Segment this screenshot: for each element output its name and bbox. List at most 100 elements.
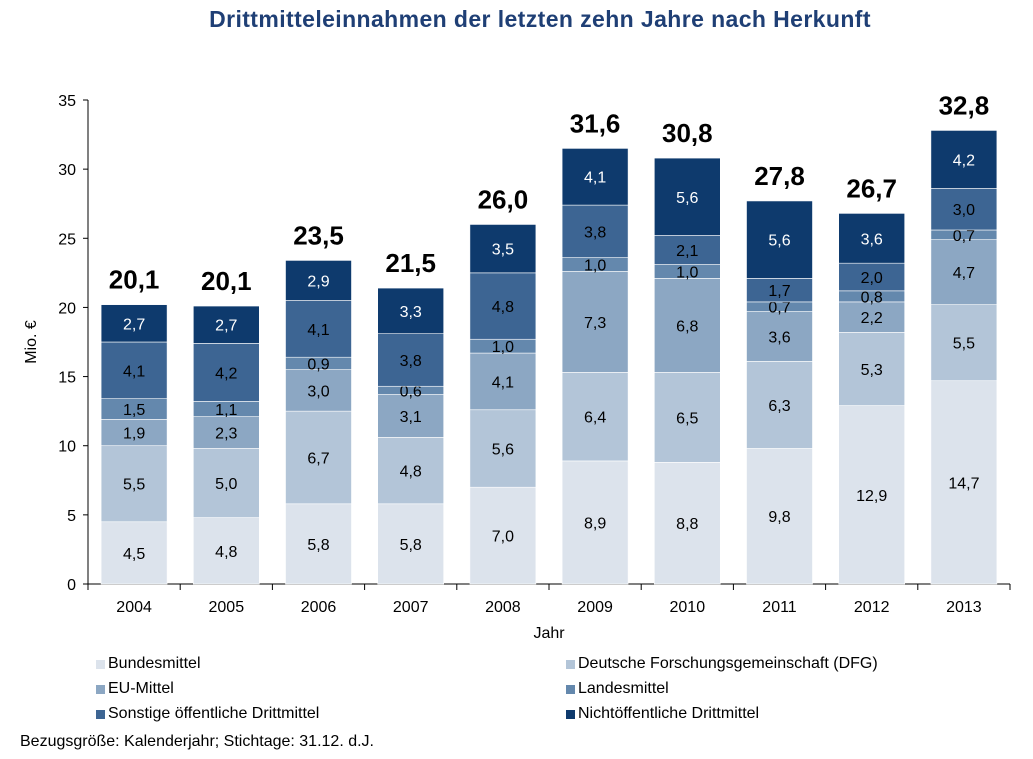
bar-segment [746,448,813,585]
y-tick-label: 15 [58,370,76,387]
bar-segment [561,204,629,258]
data-label: 6,4 [584,410,606,427]
data-label: 5,8 [400,537,422,554]
data-label: 2,7 [123,316,145,333]
legend-swatch [96,684,105,694]
data-label: 1,1 [215,402,237,419]
legend-swatch [96,709,105,719]
bar-segment [561,460,629,585]
data-label: 6,8 [676,318,698,335]
bar-segment [746,361,813,449]
data-label: 6,3 [768,398,790,415]
total-label: 20,1 [109,265,160,295]
y-tick-label: 5 [67,508,76,525]
bar-segment [377,333,445,387]
total-label: 32,8 [939,90,990,120]
bar-segment [653,157,721,236]
x-tick-label: 2010 [670,599,706,616]
x-tick-label: 2013 [946,599,982,616]
data-label: 1,5 [123,402,145,419]
total-label: 27,8 [754,161,805,191]
x-axis-label: Jahr [533,625,565,642]
bar-segment [377,394,445,438]
x-tick-label: 2005 [209,599,245,616]
data-label: 2,1 [676,243,698,260]
data-label: 4,8 [215,544,237,561]
data-label: 4,8 [400,464,422,481]
y-tick-label: 0 [67,577,76,594]
x-tick-label: 2004 [116,599,152,616]
bar-segment [838,262,906,292]
legend-label: Nichtöffentliche Drittmittel [578,705,760,722]
data-label: 1,0 [584,258,606,275]
bar-segment [653,372,721,463]
y-tick-label: 30 [58,162,76,179]
data-label: 5,0 [215,476,237,493]
legend-swatch [566,659,575,669]
legend-swatch [566,709,575,719]
data-label: 5,6 [492,441,514,458]
data-label: 0,7 [953,228,975,245]
data-label: 9,8 [768,509,790,526]
legend-label: Landesmittel [578,680,669,697]
data-label: 4,7 [953,265,975,282]
data-label: 4,1 [492,374,514,391]
bar-segment [561,372,629,462]
bar-segment [653,462,721,585]
total-label: 31,6 [570,108,621,138]
footnote: Bezugsgröße: Kalenderjahr; Stichtage: 31… [20,733,374,750]
bar-segment [653,235,721,265]
data-label: 2,3 [215,426,237,443]
data-label: 4,8 [492,299,514,316]
data-label: 4,1 [307,322,329,339]
data-label: 3,8 [584,224,606,241]
bar-segment [930,130,998,189]
bar-segment [469,272,537,340]
y-tick-label: 25 [58,231,76,248]
bar-segment [930,304,998,382]
data-label: 2,7 [215,318,237,335]
data-label: 5,8 [307,537,329,554]
bar-segment [469,224,537,274]
data-label: 2,9 [307,273,329,290]
data-label: 1,9 [123,426,145,443]
x-tick-label: 2012 [854,599,890,616]
bar-segment [193,517,260,585]
bar-segment [838,213,906,264]
total-label: 20,1 [201,266,252,296]
data-label: 5,3 [861,362,883,379]
data-label: 0,7 [768,300,790,317]
data-label: 14,7 [948,475,979,492]
bar-segment [377,503,445,585]
data-label: 2,0 [861,270,883,287]
data-label: 7,0 [492,529,514,546]
bar-segment [838,301,906,333]
bar-segment [193,448,260,518]
legend-item: Nichtöffentliche Drittmittel [566,705,759,723]
legend-swatch [566,684,575,694]
data-label: 0,8 [861,289,883,306]
legend-label: Bundesmittel [108,655,201,672]
bar-segment [285,300,352,358]
bar-segment [561,271,629,373]
y-axis-label: Mio. € [23,320,40,364]
bar-segment [100,304,168,343]
bar-segment [100,445,168,523]
x-tick-label: 2009 [577,599,613,616]
data-label: 5,5 [123,477,145,494]
legend-item: Landesmittel [566,680,669,698]
legend-item: Deutsche Forschungsgemeinschaft (DFG) [566,655,878,673]
bar-segment [838,405,906,585]
y-tick-label: 20 [58,300,76,317]
data-label: 2,2 [861,310,883,327]
data-label: 1,0 [492,339,514,356]
bar-segment [930,380,998,585]
total-label: 26,0 [478,184,529,214]
legend-item: Bundesmittel [96,655,201,673]
data-label: 4,1 [584,170,606,187]
bar-segment [469,352,537,411]
total-label: 26,7 [846,173,897,203]
data-label: 3,5 [492,242,514,259]
x-tick-label: 2011 [762,599,797,616]
